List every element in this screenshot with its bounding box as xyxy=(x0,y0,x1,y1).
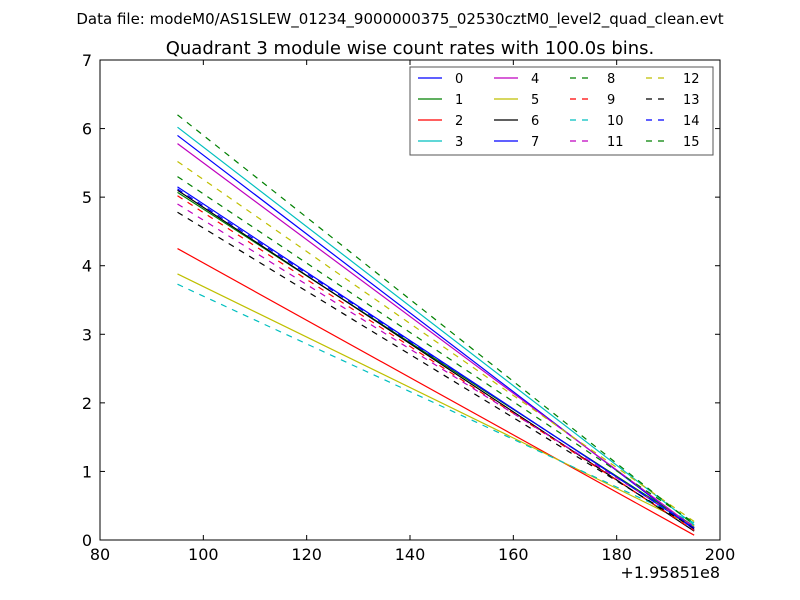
x-tick-label: 80 xyxy=(90,545,110,564)
series-line-4 xyxy=(177,143,695,529)
legend-label-8: 8 xyxy=(607,72,615,87)
series-line-7 xyxy=(177,186,695,529)
legend-label-7: 7 xyxy=(531,135,539,150)
y-tick-label: 1 xyxy=(82,462,92,481)
legend-label-12: 12 xyxy=(683,72,700,87)
series-layer xyxy=(177,114,695,536)
series-line-13 xyxy=(177,211,695,529)
chart-suptitle: Data file: modeM0/AS1SLEW_01234_90000003… xyxy=(76,10,723,29)
legend-label-9: 9 xyxy=(607,93,615,108)
series-line-3 xyxy=(177,126,695,526)
legend-label-14: 14 xyxy=(683,114,700,129)
legend-label-11: 11 xyxy=(607,135,624,150)
series-line-1 xyxy=(177,191,695,527)
y-tick-label: 5 xyxy=(82,188,92,207)
chart-title: Quadrant 3 module wise count rates with … xyxy=(166,38,655,59)
legend-label-6: 6 xyxy=(531,114,539,129)
y-tick-label: 2 xyxy=(82,394,92,413)
x-offset-label: +1.95851e8 xyxy=(620,563,720,582)
series-line-12 xyxy=(177,160,695,522)
legend-label-10: 10 xyxy=(607,114,624,129)
series-line-6 xyxy=(177,189,695,532)
legend-label-3: 3 xyxy=(455,135,463,150)
x-tick-label: 100 xyxy=(188,545,219,564)
y-tick-label: 6 xyxy=(82,120,92,139)
legend-label-0: 0 xyxy=(455,72,463,87)
x-tick-label: 120 xyxy=(291,545,322,564)
legend-label-13: 13 xyxy=(683,93,700,108)
legend-label-2: 2 xyxy=(455,114,463,129)
series-line-15 xyxy=(177,114,695,526)
x-tick-label: 160 xyxy=(498,545,529,564)
y-tick-label: 4 xyxy=(82,257,92,276)
x-tick-label: 200 xyxy=(705,545,736,564)
y-tick-label: 0 xyxy=(82,531,92,550)
y-tick-label: 3 xyxy=(82,325,92,344)
series-line-8 xyxy=(177,176,695,524)
legend-label-4: 4 xyxy=(531,72,539,87)
legend-label-15: 15 xyxy=(683,135,700,150)
legend-label-5: 5 xyxy=(531,93,539,108)
series-line-5 xyxy=(177,273,695,527)
y-tick-label: 7 xyxy=(82,51,92,70)
legend-box xyxy=(409,66,714,156)
legend-label-1: 1 xyxy=(455,93,463,108)
series-line-11 xyxy=(177,203,695,527)
series-line-2 xyxy=(177,248,695,536)
x-tick-label: 180 xyxy=(601,545,632,564)
x-tick-label: 140 xyxy=(395,545,426,564)
